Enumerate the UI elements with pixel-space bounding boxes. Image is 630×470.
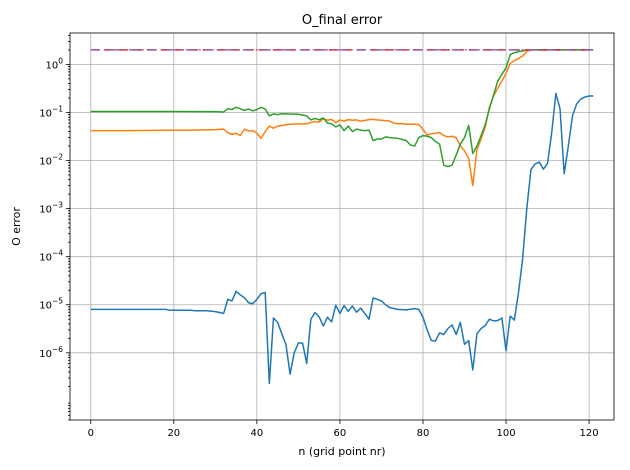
x-tick-label: 120 (580, 428, 599, 439)
series-group (90, 49, 594, 385)
series-line-2 (90, 49, 594, 187)
chart-title: O_final error (302, 13, 383, 28)
y-tick-label: 10−3 (39, 201, 63, 216)
y-tick-label: 10−4 (39, 249, 63, 264)
series-line-1 (90, 92, 594, 385)
y-axis-label: O error (10, 207, 23, 246)
x-tick-label: 60 (334, 428, 347, 439)
x-tick-label: 80 (417, 428, 430, 439)
y-tick-label: 10−1 (39, 104, 63, 119)
x-tick-label: 100 (496, 428, 515, 439)
y-tick-label: 10−6 (39, 345, 63, 360)
x-tick-label: 40 (251, 428, 264, 439)
x-tick-label: 0 (88, 428, 94, 439)
ticks: 0 20 40 60 80 100 120 10−6 10−5 10−4 10−3 10−2 10−1 1… (39, 35, 599, 439)
x-axis-label: n (grid point nr) (298, 445, 385, 458)
x-tick-label: 20 (167, 428, 180, 439)
y-tick-label: 10−5 (39, 297, 63, 312)
grid (70, 33, 614, 420)
series-line-3 (90, 49, 594, 168)
y-tick-label: 10−2 (39, 153, 63, 168)
y-tick-label: 100 (45, 56, 63, 71)
plot-frame (69, 32, 615, 421)
